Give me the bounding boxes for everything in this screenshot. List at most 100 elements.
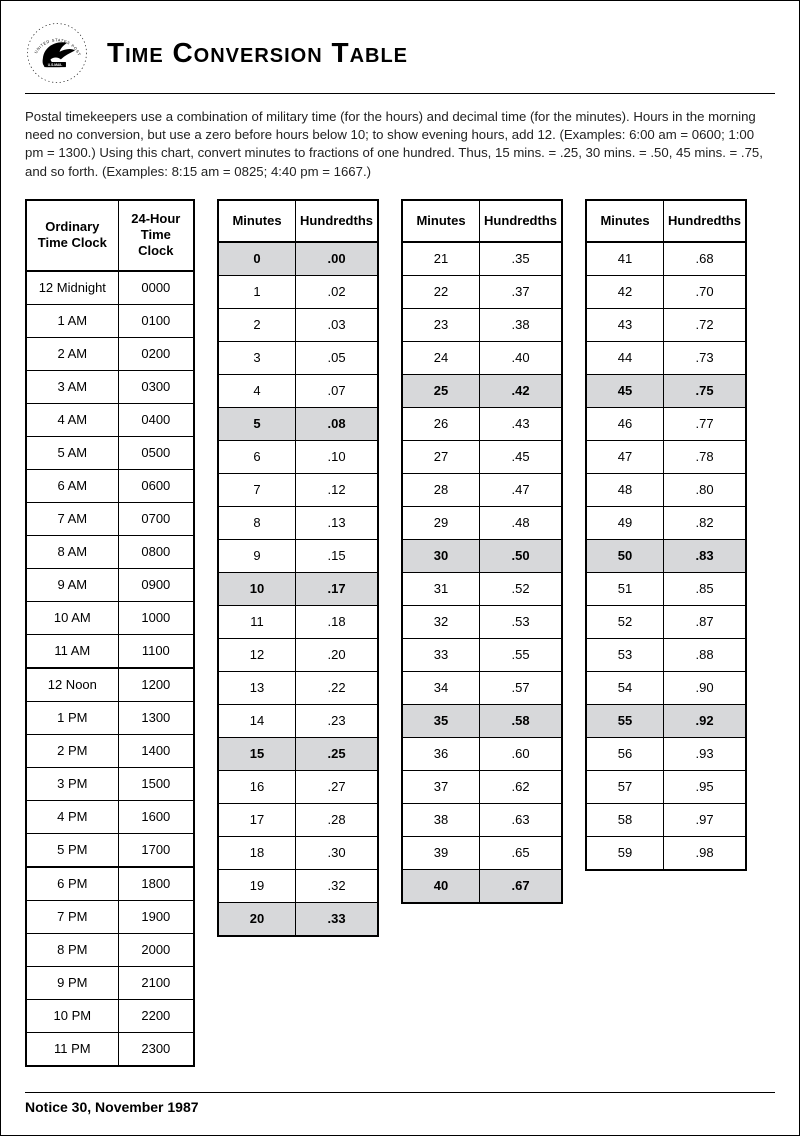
- table-cell: 6: [218, 440, 296, 473]
- page: U.S.MAIL UNITED STATES POSTAL Time Conve…: [0, 0, 800, 1136]
- table-cell: 1900: [118, 900, 194, 933]
- table-row: 5.08: [218, 407, 378, 440]
- intro-paragraph: Postal timekeepers use a combination of …: [25, 108, 775, 181]
- table-cell: .15: [296, 539, 378, 572]
- table-cell: .90: [664, 671, 746, 704]
- table-cell: .83: [664, 539, 746, 572]
- table-row: 1 PM1300: [26, 701, 194, 734]
- table-cell: 1400: [118, 734, 194, 767]
- footer-notice: Notice 30, November 1987: [25, 1092, 775, 1115]
- table-cell: 11 PM: [26, 1032, 118, 1066]
- table-row: 56.93: [586, 737, 746, 770]
- table-cell: 1000: [118, 601, 194, 634]
- table-cell: 31: [402, 572, 480, 605]
- table-cell: 44: [586, 341, 664, 374]
- table-cell: 1700: [118, 833, 194, 867]
- table-cell: 50: [586, 539, 664, 572]
- table-row: 12 Midnight0000: [26, 271, 194, 305]
- table-cell: 4 AM: [26, 403, 118, 436]
- table-cell: 16: [218, 770, 296, 803]
- table-cell: 11: [218, 605, 296, 638]
- table-row: 12.20: [218, 638, 378, 671]
- table-cell: 6 AM: [26, 469, 118, 502]
- table-cell: .25: [296, 737, 378, 770]
- table-cell: .95: [664, 770, 746, 803]
- table-cell: .88: [664, 638, 746, 671]
- table-cell: 43: [586, 308, 664, 341]
- table-row: 10.17: [218, 572, 378, 605]
- table-cell: 0200: [118, 337, 194, 370]
- minutes-table-2: Minutes Hundredths 21.3522.3723.3824.402…: [401, 199, 563, 904]
- table-cell: 0500: [118, 436, 194, 469]
- table-row: 0.00: [218, 242, 378, 276]
- table-row: 8 AM0800: [26, 535, 194, 568]
- table-row: 11.18: [218, 605, 378, 638]
- table-row: 12 Noon1200: [26, 668, 194, 702]
- table-cell: 2100: [118, 966, 194, 999]
- table-row: 10 AM1000: [26, 601, 194, 634]
- column-header: Minutes: [586, 200, 664, 242]
- table-cell: 11 AM: [26, 634, 118, 668]
- table-cell: 1: [218, 275, 296, 308]
- table-row: 3 AM0300: [26, 370, 194, 403]
- table-row: 46.77: [586, 407, 746, 440]
- table-cell: 0100: [118, 304, 194, 337]
- table-cell: .52: [480, 572, 562, 605]
- table-row: 5 PM1700: [26, 833, 194, 867]
- table-cell: 13: [218, 671, 296, 704]
- table-row: 2 AM0200: [26, 337, 194, 370]
- column-header: Hundredths: [480, 200, 562, 242]
- table-cell: 23: [402, 308, 480, 341]
- table-cell: 6 PM: [26, 867, 118, 901]
- table-cell: 5 AM: [26, 436, 118, 469]
- table-cell: 0900: [118, 568, 194, 601]
- table-row: 59.98: [586, 836, 746, 870]
- table-cell: 38: [402, 803, 480, 836]
- table-cell: 2 PM: [26, 734, 118, 767]
- table-cell: .93: [664, 737, 746, 770]
- table-cell: .98: [664, 836, 746, 870]
- table-row: 21.35: [402, 242, 562, 276]
- table-cell: .30: [296, 836, 378, 869]
- table-row: 41.68: [586, 242, 746, 276]
- table-row: 17.28: [218, 803, 378, 836]
- table-cell: .05: [296, 341, 378, 374]
- table-cell: 48: [586, 473, 664, 506]
- table-cell: 3 PM: [26, 767, 118, 800]
- table-row: 57.95: [586, 770, 746, 803]
- table-cell: 10 AM: [26, 601, 118, 634]
- table-cell: .70: [664, 275, 746, 308]
- table-cell: 2: [218, 308, 296, 341]
- table-cell: 2 AM: [26, 337, 118, 370]
- table-row: 2.03: [218, 308, 378, 341]
- table-cell: .57: [480, 671, 562, 704]
- table-row: 39.65: [402, 836, 562, 869]
- table-cell: .60: [480, 737, 562, 770]
- svg-text:U.S.MAIL: U.S.MAIL: [48, 63, 63, 67]
- table-row: 36.60: [402, 737, 562, 770]
- table-cell: 0300: [118, 370, 194, 403]
- table-cell: .63: [480, 803, 562, 836]
- table-cell: 27: [402, 440, 480, 473]
- table-row: 19.32: [218, 869, 378, 902]
- table-row: 13.22: [218, 671, 378, 704]
- table-cell: 0600: [118, 469, 194, 502]
- table-row: 7 PM1900: [26, 900, 194, 933]
- table-cell: 35: [402, 704, 480, 737]
- table-row: 14.23: [218, 704, 378, 737]
- header: U.S.MAIL UNITED STATES POSTAL Time Conve…: [25, 21, 775, 94]
- table-row: 45.75: [586, 374, 746, 407]
- table-cell: 9 PM: [26, 966, 118, 999]
- column-header: Minutes: [218, 200, 296, 242]
- table-cell: 22: [402, 275, 480, 308]
- table-cell: 14: [218, 704, 296, 737]
- table-row: 4.07: [218, 374, 378, 407]
- table-cell: 7 PM: [26, 900, 118, 933]
- table-cell: .67: [480, 869, 562, 903]
- table-cell: 9: [218, 539, 296, 572]
- table-row: 32.53: [402, 605, 562, 638]
- table-cell: .80: [664, 473, 746, 506]
- table-cell: .00: [296, 242, 378, 276]
- table-cell: .40: [480, 341, 562, 374]
- table-cell: .50: [480, 539, 562, 572]
